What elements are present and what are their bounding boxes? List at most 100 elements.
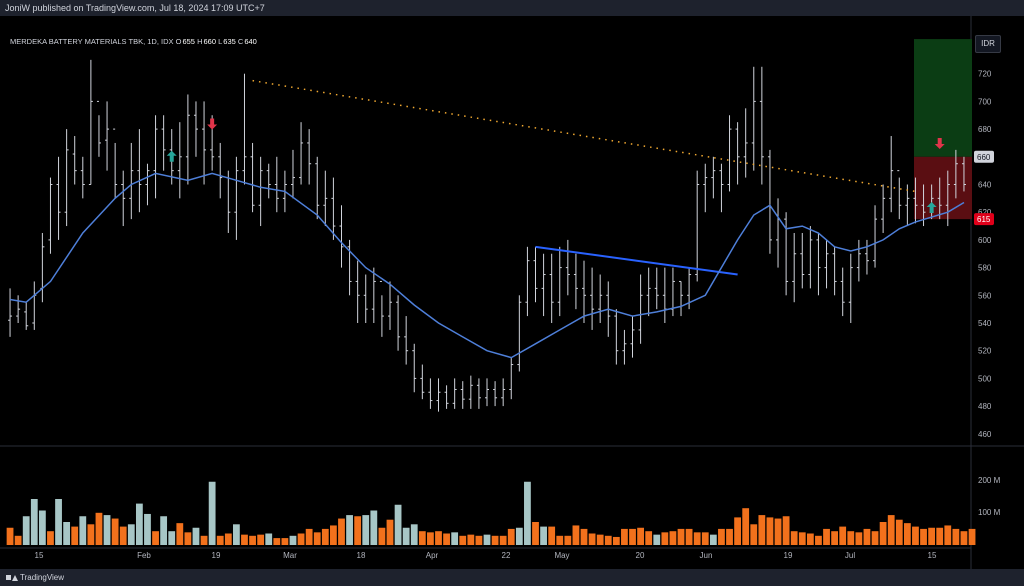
ohlc-bar	[40, 232, 45, 303]
ohlc-bar	[743, 108, 748, 178]
volume-bar	[709, 534, 717, 545]
volume-bar	[637, 527, 644, 545]
ohlc-bar	[315, 156, 320, 220]
volume-bar	[119, 526, 127, 545]
ohlc-bar	[177, 122, 182, 199]
volume-bar	[879, 522, 887, 545]
ohlc-bar	[387, 281, 392, 330]
volume-bar	[305, 528, 313, 545]
ohlc-bar	[185, 94, 190, 185]
volume-bar	[604, 535, 612, 545]
ohlc-bar	[622, 329, 627, 365]
volume-bar	[507, 528, 515, 545]
volume-bar	[524, 481, 531, 545]
volume-bar	[330, 525, 337, 545]
ohlc-bar	[428, 378, 433, 409]
volume-bar	[475, 535, 483, 545]
ohlc-bar	[646, 267, 651, 317]
volume-bar	[160, 516, 168, 545]
high-label: H	[197, 37, 203, 46]
ohlc-bar	[266, 163, 271, 199]
symbol-legend[interactable]: MERDEKA BATTERY MATERIALS TBK, 1D, IDX O…	[10, 37, 257, 46]
ohlc-bar	[598, 274, 603, 323]
currency-button[interactable]: IDR	[975, 35, 1001, 53]
volume-bar	[612, 536, 620, 545]
symbol-name: MERDEKA BATTERY MATERIALS TBK, 1D, IDX	[10, 37, 174, 46]
ohlc-bar	[509, 357, 514, 400]
volume-bar	[621, 528, 628, 545]
ohlc-bar	[873, 205, 878, 268]
ohlc-bar	[832, 246, 837, 296]
volume-bar	[920, 528, 927, 545]
volume-bar	[443, 533, 450, 545]
time-tick-label: 15	[928, 551, 937, 560]
volume-bar	[14, 535, 22, 545]
volume-bar	[629, 528, 636, 545]
price-tick-label: 500	[978, 374, 992, 383]
volume-bar	[790, 531, 798, 545]
ohlc-bar	[751, 66, 756, 171]
ohlc-bar	[897, 170, 902, 220]
volume-bar	[847, 531, 855, 545]
price-tick-label: 700	[978, 97, 992, 106]
price-volume-chart[interactable]: 460 480 500 520 540 560 580 600 620 640 660 680 700 7…	[0, 16, 1024, 569]
volume-bar	[782, 516, 790, 545]
ohlc-bar	[573, 253, 578, 310]
volume-bar	[273, 538, 281, 545]
ohlc-bar	[590, 267, 595, 330]
ohlc-bar	[88, 59, 93, 185]
ohlc-bar	[485, 378, 489, 407]
volume-bar	[968, 528, 976, 545]
ohlc-bar	[64, 129, 69, 227]
ohlc-bar	[323, 170, 328, 227]
ohlc-bar	[226, 170, 231, 233]
axes: 460 480 500 520 540 560 580 600 620 640 660 680 700 7…	[35, 42, 1001, 560]
volume-bar	[6, 527, 14, 545]
close-value: 640	[244, 37, 257, 46]
ohlc-bar	[662, 267, 667, 323]
volume-bar	[224, 533, 232, 545]
volume-bar	[718, 528, 725, 545]
ohlc-bar	[735, 122, 740, 185]
volume-bar	[887, 515, 895, 545]
volume-bar	[661, 532, 669, 545]
price-tick-label: 460	[978, 430, 992, 439]
volume-bar	[297, 533, 305, 545]
volume-bar	[321, 528, 329, 545]
volume-bar	[693, 532, 701, 545]
price-tick-label: 720	[978, 70, 992, 79]
volume-bar	[410, 524, 418, 545]
price-tick-label: 540	[978, 319, 992, 328]
volume-bar	[459, 535, 467, 545]
moving-average	[9, 172, 965, 359]
ohlc-bar	[493, 381, 498, 407]
volume-bar	[823, 528, 830, 545]
ohlc-bar	[234, 156, 239, 240]
volume-bar	[354, 516, 362, 545]
time-tick-label: 20	[636, 551, 645, 560]
chart-area[interactable]: 460 480 500 520 540 560 580 600 620 640 660 680 700 7…	[0, 16, 1024, 569]
ohlc-bar	[913, 177, 918, 224]
ohlc-bar	[436, 378, 441, 412]
volume-bar	[394, 504, 402, 545]
ohlc-bar	[274, 156, 279, 213]
chart-grid	[0, 16, 1024, 569]
ohlc-bar	[371, 267, 376, 323]
ohlc-bar	[121, 170, 126, 227]
volume-bar	[572, 525, 580, 545]
volume-bar	[895, 519, 903, 545]
ohlc-bar	[679, 280, 684, 317]
ohlc-bar	[792, 232, 797, 303]
volume-bar	[540, 526, 547, 545]
ohlc-bar	[840, 267, 845, 317]
price-badge	[974, 150, 994, 163]
footer: TradingView	[0, 569, 1024, 586]
volume-bar	[402, 527, 410, 545]
volume-bar	[168, 531, 176, 545]
volume-bar	[742, 508, 750, 545]
price-tick-label: 620	[978, 208, 992, 217]
ohlc-bar	[525, 246, 530, 317]
volume-bar	[232, 524, 240, 545]
ohlc-bar	[727, 115, 732, 192]
ohlc-bar	[290, 149, 295, 199]
